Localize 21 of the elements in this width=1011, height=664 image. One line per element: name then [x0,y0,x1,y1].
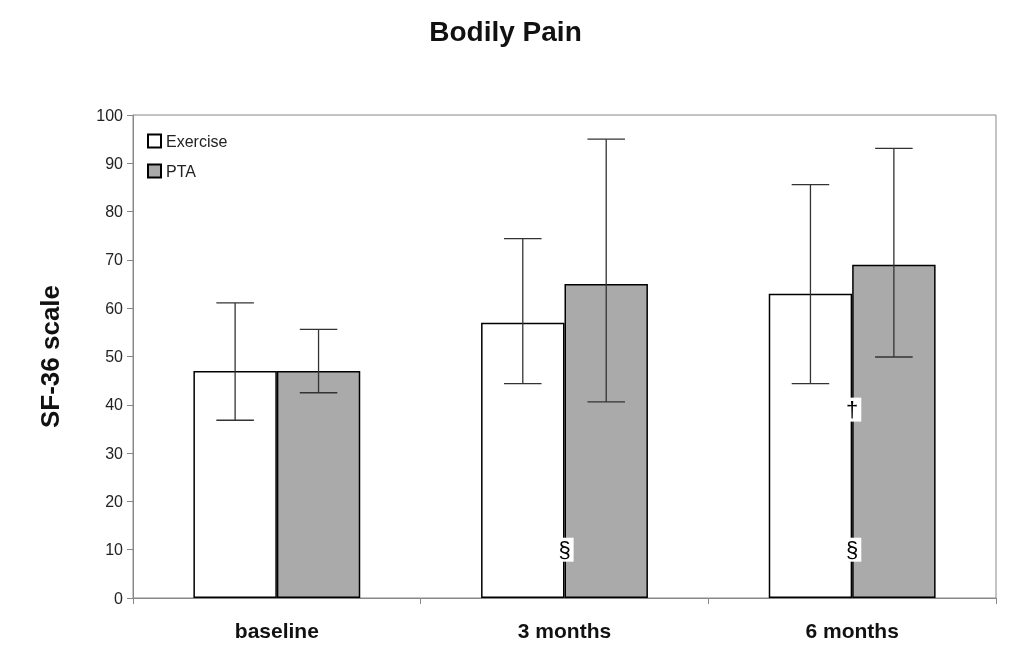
y-tick-label: 20 [105,492,124,510]
y-tick-label: 0 [114,589,124,607]
legend-label: PTA [166,162,197,180]
x-tick-label: baseline [234,619,319,642]
y-tick-label: 90 [105,154,124,172]
y-tick-label: 60 [105,299,124,317]
y-axis-title: SF-36 scale [35,284,65,429]
annotation: § [558,537,571,563]
annotation: † [846,397,859,423]
y-tick-label: 30 [105,444,124,462]
chart-title: Bodily Pain [429,15,582,47]
y-tick-label: 80 [105,203,124,221]
legend-label: Exercise [166,132,228,150]
y-tick-label: 40 [105,396,124,414]
x-tick-label: 3 months [517,619,612,642]
x-tick-label: 6 months [805,619,899,642]
y-tick-label: 70 [105,251,124,269]
y-tick-label: 10 [105,541,124,559]
annotation: § [846,537,859,563]
y-tick-label: 100 [96,106,124,124]
y-tick-label: 50 [105,348,124,365]
